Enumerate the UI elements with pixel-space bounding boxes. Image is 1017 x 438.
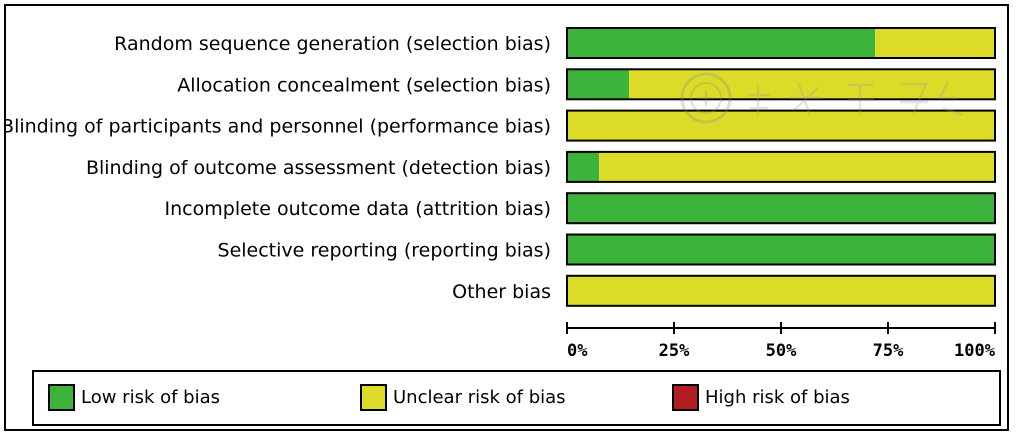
bar-outline <box>566 109 996 142</box>
category-label: Selective reporting (reporting bias) <box>218 240 551 262</box>
legend-swatch-high <box>672 384 699 411</box>
emblem-icon <box>680 72 732 124</box>
x-tick-label: 25% <box>659 341 690 361</box>
watermark <box>678 70 968 134</box>
risk-of-bias-chart: Random sequence generation (selection bi… <box>6 27 996 361</box>
bar-segment <box>567 275 995 306</box>
legend-item-low: Low risk of bias <box>48 384 220 411</box>
bar-segment <box>567 151 600 182</box>
x-tick-label: 0% <box>567 341 588 361</box>
watermark-glyphs-icon <box>748 81 964 117</box>
bar-outline <box>566 150 996 183</box>
bar-segment <box>567 193 995 224</box>
category-label: Random sequence generation (selection bi… <box>114 33 551 55</box>
legend: Low risk of bias Unclear risk of bias Hi… <box>32 370 1001 426</box>
legend-label-unclear: Unclear risk of bias <box>393 387 566 408</box>
bar-outline <box>566 68 996 101</box>
bar-outline <box>566 233 996 266</box>
legend-swatch-low <box>48 384 75 411</box>
legend-label-high: High risk of bias <box>705 387 850 408</box>
bar-outline <box>566 27 996 59</box>
x-tick-label: 75% <box>873 341 904 361</box>
bar-segment <box>567 110 995 141</box>
x-tick-label: 50% <box>766 341 797 361</box>
bar-segment <box>567 69 630 100</box>
chart-frame: Random sequence generation (selection bi… <box>4 4 1009 431</box>
bar-segment <box>599 151 995 182</box>
legend-swatch-unclear <box>360 384 387 411</box>
bar-outline <box>566 274 996 307</box>
category-label: Other bias <box>452 281 551 303</box>
category-label: Allocation concealment (selection bias) <box>177 74 551 96</box>
legend-item-unclear: Unclear risk of bias <box>360 384 566 411</box>
legend-label-low: Low risk of bias <box>81 387 220 408</box>
bar-segment <box>875 28 995 58</box>
bar-segment <box>629 69 995 100</box>
bar-segment <box>567 28 876 58</box>
bar-outline <box>566 192 996 225</box>
category-label: Blinding of participants and personnel (… <box>6 116 551 138</box>
category-label: Blinding of outcome assessment (detectio… <box>86 157 551 179</box>
x-tick-label: 100% <box>954 341 996 361</box>
category-label: Incomplete outcome data (attrition bias) <box>165 198 551 220</box>
bar-segment <box>567 234 995 265</box>
legend-item-high: High risk of bias <box>672 384 850 411</box>
